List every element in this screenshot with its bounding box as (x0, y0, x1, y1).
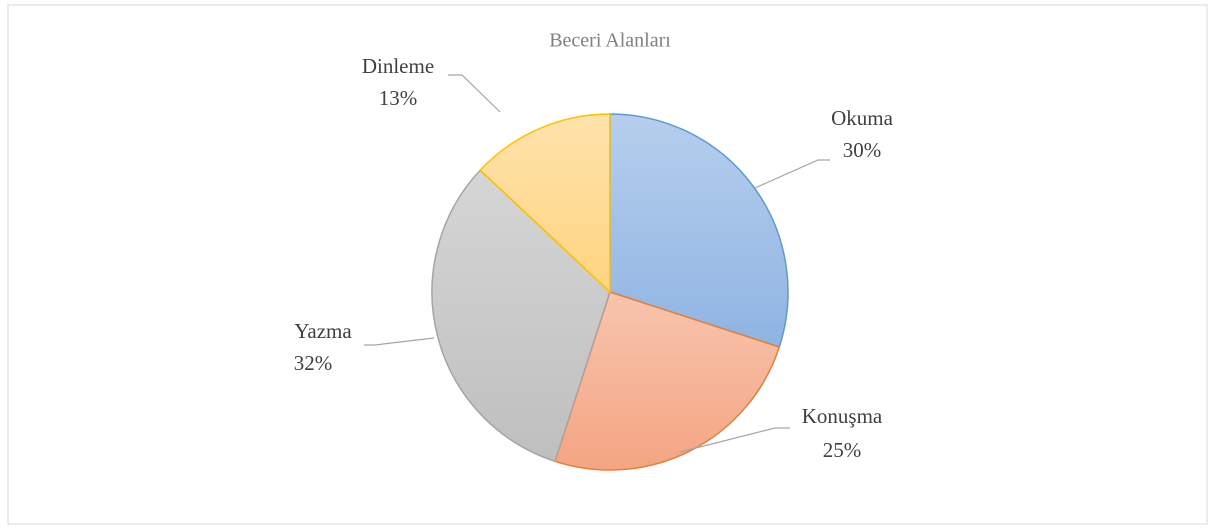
leader-line (754, 159, 830, 189)
slice-label: Yazma (294, 319, 352, 343)
slice-label: Okuma (831, 106, 894, 130)
leader-line (679, 427, 790, 453)
slice-value-label: 13% (379, 86, 418, 110)
pie-slice (554, 291, 781, 471)
chart-title: Beceri Alanları (549, 30, 671, 52)
slice-value-label: 30% (843, 138, 882, 162)
pie-slice (431, 169, 611, 463)
slice-value-label: 25% (823, 438, 862, 462)
leader-line (448, 74, 501, 113)
leader-line (364, 337, 435, 346)
slice-value-label: 32% (294, 351, 333, 375)
slice-label: Dinleme (362, 54, 434, 78)
slice-label: Konuşma (802, 404, 883, 428)
pie-slice (609, 113, 789, 348)
pie-slice (479, 113, 611, 294)
